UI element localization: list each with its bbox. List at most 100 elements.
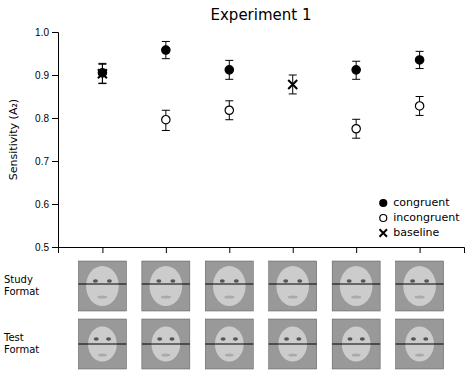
face-eye (220, 279, 225, 283)
point-shape (415, 102, 423, 110)
face-eye (410, 279, 415, 283)
face-frame (332, 261, 380, 311)
y-tick-label: 0.6 (35, 199, 49, 210)
face-mouth (415, 354, 424, 357)
face-image (269, 261, 317, 311)
annotation: TestFormat (3, 332, 39, 355)
face-split-line (78, 283, 126, 284)
face-mouth (98, 354, 107, 357)
y-tick: 0.6 (35, 199, 58, 210)
face-frame (396, 319, 444, 369)
face-mouth (415, 296, 425, 299)
annotation: StudyFormat (4, 274, 39, 297)
face-eye (424, 279, 429, 283)
face-eye (284, 337, 289, 341)
x-tick-mark (166, 247, 167, 253)
x-tick (229, 247, 230, 253)
face-frame (142, 261, 190, 311)
legend-label: incongruent (393, 211, 460, 224)
face-eye (107, 279, 112, 283)
x-tick (166, 247, 167, 253)
face-image (205, 261, 253, 311)
face-eye (297, 279, 302, 283)
point-shape (352, 66, 360, 74)
face-eye (170, 337, 175, 341)
face-mouth (288, 354, 297, 357)
face-mouth (161, 354, 170, 357)
face-eye (411, 337, 416, 341)
face-mouth (224, 296, 234, 299)
face-eye (156, 279, 161, 283)
error-bar (225, 60, 233, 79)
marks (98, 41, 424, 138)
x-tick (293, 247, 294, 253)
y-tick: 1.0 (35, 27, 58, 38)
x-tick (102, 247, 103, 253)
face-split-line (332, 283, 380, 284)
face-mouth (288, 296, 298, 299)
face-split-line (269, 343, 317, 344)
y-tick-mark (52, 32, 58, 33)
face-image (332, 319, 380, 369)
x-tick (356, 247, 357, 253)
face-eye (234, 279, 239, 283)
x-tick-mark (102, 247, 103, 253)
legend-label: congruent (393, 196, 450, 209)
y-tick: 0.9 (35, 70, 58, 81)
face-image (269, 319, 317, 369)
face-image (205, 319, 253, 369)
legend-marker (380, 215, 387, 222)
error-bar (352, 61, 360, 79)
y-tick-label: 0.9 (35, 70, 49, 81)
y-tick-mark (52, 247, 58, 248)
face-oval (150, 266, 183, 306)
point-shape (225, 66, 233, 74)
point (415, 56, 423, 64)
face-mouth (97, 296, 107, 299)
point (162, 46, 170, 54)
face-frame (269, 319, 317, 369)
y-tick-label: 0.7 (35, 156, 49, 167)
x-axis-line (59, 248, 465, 254)
error-bar (98, 64, 106, 83)
face-eye (93, 279, 98, 283)
face-eye (361, 279, 366, 283)
error-bar (98, 63, 106, 83)
point-shape (98, 69, 107, 78)
face-oval (213, 266, 246, 306)
face-eye (106, 337, 111, 341)
face-frame (396, 261, 444, 311)
face-mouth (225, 354, 234, 357)
point-shape (162, 46, 170, 54)
x-tick-mark (229, 247, 230, 253)
point (162, 116, 170, 124)
legend-label: baseline (393, 226, 439, 239)
face-frame (332, 319, 380, 369)
error-bar (416, 51, 424, 68)
y-tick-label: 0.5 (35, 242, 49, 253)
face-eye (233, 337, 238, 341)
face-eye (347, 337, 352, 341)
face-oval (276, 266, 309, 306)
face-image (142, 319, 190, 369)
title: Experiment 1 (211, 6, 312, 24)
legend-marker (380, 200, 387, 207)
legend-marker-shape (380, 200, 387, 207)
face-image (142, 261, 190, 311)
series-congruent (98, 41, 424, 83)
legend-marker-shape (380, 215, 387, 222)
point-shape (352, 125, 360, 133)
point (225, 106, 233, 114)
error-bar (225, 101, 233, 120)
y-tick-mark (52, 75, 58, 76)
y-axis: 0.5 0.6 0.7 0.8 0.9 1.0 (35, 27, 58, 253)
face-eye (360, 337, 365, 341)
face-frame (269, 261, 317, 311)
face-split-line (396, 283, 444, 284)
y-tick: 0.8 (35, 113, 58, 124)
face-split-line (205, 343, 253, 344)
face-frame (205, 319, 253, 369)
y-tick-mark (52, 118, 58, 119)
face-split-line (142, 343, 190, 344)
legend-marker-shape (380, 229, 388, 237)
